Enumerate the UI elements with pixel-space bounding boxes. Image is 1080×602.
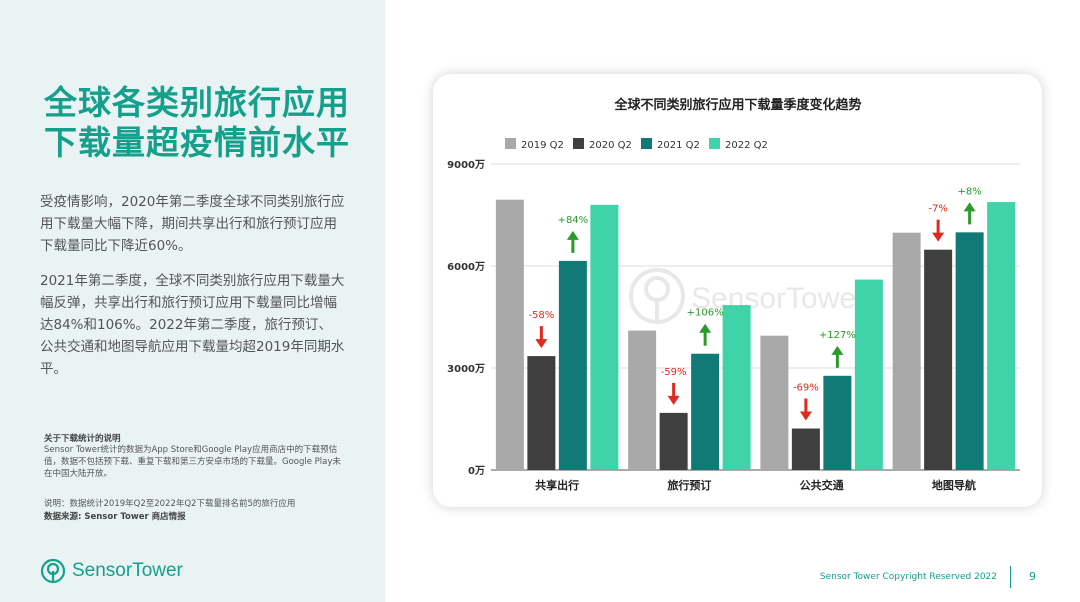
note-remark: 说明：数据统计2019年Q2至2022年Q2下载量排名前5的旅行应用 [44, 499, 296, 509]
footer-divider [1010, 566, 1011, 588]
summary-paragraph-2: 2021年第二季度，全球不同类别旅行应用下载量大幅反弹，共享出行和旅行预订应用下… [40, 273, 345, 377]
data-source: 数据来源: Sensor Tower 商店情报 [44, 512, 186, 522]
bar [691, 353, 720, 470]
chart-legend: 2019 Q2 2020 Q2 2021 Q2 2022 Q2 [505, 138, 768, 151]
bar [955, 232, 984, 470]
change-label: -7% [928, 204, 947, 215]
bar [854, 279, 883, 470]
bar [659, 412, 688, 470]
down-arrow-head-icon [535, 339, 548, 349]
watermark-text: SensorTower [691, 282, 866, 315]
change-label: +106% [687, 308, 724, 319]
legend-label: 2021 Q2 [657, 140, 700, 151]
change-label: +8% [958, 186, 982, 197]
bar [823, 375, 852, 470]
legend-swatch [573, 138, 584, 149]
chart-title: 全球不同类别旅行应用下载量季度变化趋势 [613, 97, 861, 113]
x-tick-label: 旅行预订 [667, 478, 711, 492]
x-tick-label: 地图导航 [932, 478, 976, 492]
bar [987, 202, 1016, 470]
footer-copyright: Sensor Tower Copyright Reserved 2022 [819, 572, 997, 582]
x-tick-label: 公共交通 [800, 478, 844, 492]
note-body: Sensor Tower统计的数据为App Store和Google Play应… [44, 445, 341, 479]
sensor-tower-logo-icon [40, 558, 66, 584]
chart-card: SensorTower 全球不同类别旅行应用下载量季度变化趋势 2019 Q2 2… [433, 74, 1042, 507]
change-label: +127% [819, 330, 856, 341]
page-title-line-2: 下载量超疫情前水平 [44, 123, 350, 162]
down-arrow-head-icon [799, 411, 812, 421]
bar [628, 330, 657, 470]
note-title: 关于下载统计的说明 [44, 434, 121, 444]
bar [791, 428, 820, 470]
page-title-line-1: 全球各类别旅行应用 [44, 83, 350, 122]
change-label: -58% [528, 310, 554, 321]
bar [722, 305, 751, 470]
up-arrow-head-icon [699, 323, 712, 333]
legend-label: 2022 Q2 [725, 140, 768, 151]
bar [892, 232, 921, 470]
summary-paragraph-1: 受疫情影响，2020年第二季度全球不同类别旅行应用下载量大幅下降，期间共享出行和… [40, 194, 345, 254]
y-axis-ticks: 0万 3000万 6000万 9000万 [447, 159, 485, 477]
bar [590, 204, 619, 471]
y-tick-label: 9000万 [447, 159, 485, 171]
watermark: SensorTower [629, 268, 866, 324]
brand-logo: SensorTower [40, 558, 183, 584]
down-arrow-head-icon [932, 232, 945, 242]
up-arrow-head-icon [831, 345, 844, 355]
bar [527, 356, 556, 470]
bar [495, 199, 524, 470]
bar [924, 249, 953, 470]
bar [760, 335, 789, 470]
change-label: -69% [793, 383, 819, 394]
left-panel [0, 0, 385, 602]
x-tick-label: 共享出行 [535, 478, 579, 492]
y-tick-label: 0万 [468, 465, 485, 477]
up-arrow-head-icon [963, 202, 976, 212]
up-arrow-head-icon [566, 230, 579, 240]
brand-name: SensorTower [72, 560, 183, 581]
legend-label: 2020 Q2 [589, 140, 632, 151]
chart: SensorTower 全球不同类别旅行应用下载量季度变化趋势 2019 Q2 2… [447, 97, 1020, 492]
legend-swatch [709, 138, 720, 149]
change-label: +84% [558, 215, 589, 226]
bar [558, 260, 587, 470]
legend-swatch [641, 138, 652, 149]
chart-annotations: -58% +84% -59% +106% -69% +127% -7% +8% [528, 186, 982, 421]
y-tick-label: 3000万 [447, 363, 485, 375]
chart-bars [495, 199, 1016, 471]
page-number: 9 [1029, 570, 1036, 583]
x-axis-ticks: 共享出行 旅行预订 公共交通 地图导航 [535, 478, 976, 492]
legend-label: 2019 Q2 [521, 140, 564, 151]
down-arrow-head-icon [667, 395, 680, 405]
y-tick-label: 6000万 [447, 261, 485, 273]
change-label: -59% [661, 367, 687, 378]
legend-swatch [505, 138, 516, 149]
